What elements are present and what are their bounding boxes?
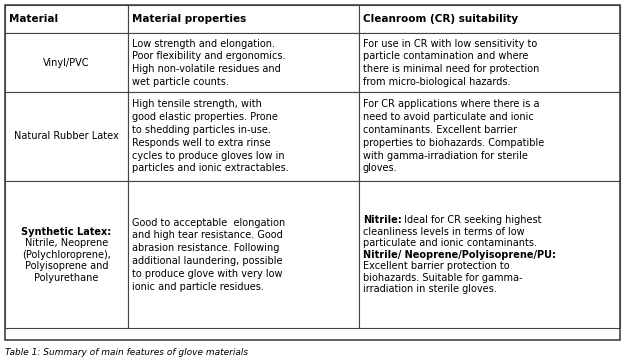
Bar — [359, 5, 620, 33]
Text: Cleanroom (CR) suitability: Cleanroom (CR) suitability — [362, 14, 518, 24]
Bar — [359, 181, 620, 328]
Text: particulate and ionic contaminants.: particulate and ionic contaminants. — [362, 238, 536, 248]
Text: Polyurethane: Polyurethane — [34, 273, 99, 282]
Text: For CR applications where there is a
need to avoid particulate and ionic
contami: For CR applications where there is a nee… — [362, 99, 544, 174]
Text: Vinyl/PVC: Vinyl/PVC — [43, 58, 90, 68]
Bar — [5, 33, 128, 92]
Text: Nitrile/ Neoprene/Polyisoprene/PU:: Nitrile/ Neoprene/Polyisoprene/PU: — [362, 250, 556, 260]
Bar — [128, 5, 359, 33]
Text: Synthetic Latex:: Synthetic Latex: — [21, 226, 111, 237]
Text: cleanliness levels in terms of low: cleanliness levels in terms of low — [362, 226, 524, 237]
Text: High tensile strength, with
good elastic properties. Prone
to shedding particles: High tensile strength, with good elastic… — [132, 99, 289, 174]
Text: For use in CR with low sensitivity to
particle contamination and where
there is : For use in CR with low sensitivity to pa… — [362, 39, 539, 87]
Text: Ideal for CR seeking highest: Ideal for CR seeking highest — [401, 215, 542, 225]
Text: Material: Material — [9, 14, 58, 24]
Text: Good to acceptable  elongation
and high tear resistance. Good
abrasion resistanc: Good to acceptable elongation and high t… — [132, 218, 285, 292]
Bar — [359, 33, 620, 92]
Bar — [5, 181, 128, 328]
Text: Material properties: Material properties — [132, 14, 246, 24]
Text: Excellent barrier protection to: Excellent barrier protection to — [362, 261, 509, 271]
Bar — [359, 92, 620, 181]
Text: Nitrile, Neoprene: Nitrile, Neoprene — [25, 238, 108, 248]
Text: Low strength and elongation.
Poor flexibility and ergonomics.
High non-volatile : Low strength and elongation. Poor flexib… — [132, 39, 285, 87]
Text: irradiation in sterile gloves.: irradiation in sterile gloves. — [362, 284, 496, 294]
Bar — [128, 92, 359, 181]
Text: Table 1: Summary of main features of glove materials: Table 1: Summary of main features of glo… — [5, 348, 248, 357]
Text: Nitrile:: Nitrile: — [362, 215, 401, 225]
Text: (Polychloroprene),: (Polychloroprene), — [22, 250, 111, 260]
Bar — [128, 33, 359, 92]
Text: biohazards. Suitable for gamma-: biohazards. Suitable for gamma- — [362, 273, 522, 282]
Bar — [5, 5, 128, 33]
Bar — [5, 92, 128, 181]
Text: Polyisoprene and: Polyisoprene and — [25, 261, 108, 271]
Text: Natural Rubber Latex: Natural Rubber Latex — [14, 131, 119, 142]
Bar — [128, 181, 359, 328]
